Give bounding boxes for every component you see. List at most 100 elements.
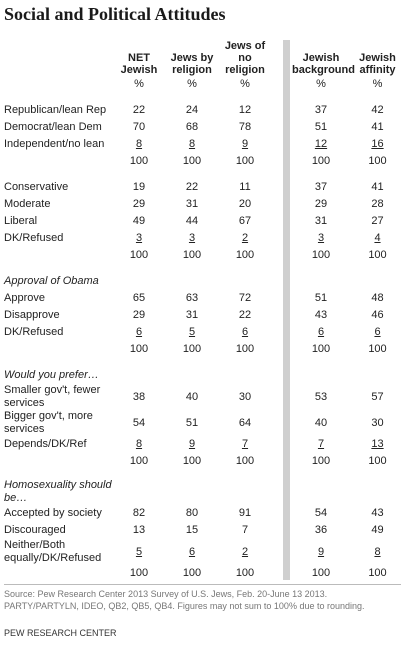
total-row: 100 100 100 100 100 — [4, 453, 405, 470]
cell-value: 2 — [241, 232, 249, 244]
rule — [4, 584, 401, 585]
unit: % — [187, 78, 197, 90]
cell-value: 8 — [188, 138, 196, 150]
cell-value: 29 — [132, 198, 146, 210]
cell-value: 43 — [371, 507, 384, 519]
total-value: 100 — [129, 155, 149, 167]
unit: % — [240, 78, 250, 90]
total-value: 100 — [235, 249, 255, 261]
table: NET Jewish Jews by religion Jews of no rel… — [4, 40, 405, 582]
total-value: 100 — [368, 455, 387, 467]
row-label: Disapprove — [4, 309, 60, 321]
section-heading: Homosexuality should be… — [4, 479, 112, 504]
table-row: Depends/DK/Ref 8 9 7 7 13 — [4, 436, 405, 453]
total-value: 100 — [129, 455, 149, 467]
cell-value: 37 — [314, 181, 328, 193]
cell-value: 3 — [317, 232, 325, 244]
row-label: Liberal — [4, 215, 38, 227]
cell-value: 48 — [371, 292, 384, 304]
cell-value: 72 — [238, 292, 252, 304]
cell-value: 54 — [132, 416, 146, 429]
table-row: Bigger gov't, more services 54 51 64 40 30 — [4, 410, 405, 436]
cell-value: 5 — [188, 326, 196, 338]
cell-value: 7 — [241, 438, 249, 450]
table-row: Moderate 29 31 20 29 28 — [4, 196, 405, 213]
cell-value: 30 — [371, 416, 384, 429]
header-row: NET Jewish Jews by religion Jews of no rel… — [4, 40, 405, 76]
cell-value: 43 — [314, 309, 328, 321]
cell-value: 51 — [314, 292, 328, 304]
table-row: DK/Refused 6 5 6 6 6 — [4, 324, 405, 341]
table-row: Smaller gov't, fewer services 38 40 30 53 57 — [4, 384, 405, 410]
cell-value: 36 — [314, 524, 328, 536]
total-row: 100 100 100 100 100 — [4, 247, 405, 264]
cell-value: 80 — [185, 507, 199, 519]
section: Approval of Obama Approve 65 63 72 51 48 Disapp… — [4, 273, 405, 358]
section: Republican/lean Rep 22 24 12 37 42 Democrat/le… — [4, 102, 405, 170]
total-value: 100 — [182, 155, 202, 167]
table-row: Disapprove 29 31 22 43 46 — [4, 307, 405, 324]
cell-value: 38 — [132, 390, 146, 403]
row-label: Democrat/lean Dem — [4, 121, 102, 133]
cell-value: 7 — [317, 438, 325, 450]
table-row: Approve 65 63 72 51 48 — [4, 290, 405, 307]
table-row: Independent/no lean 8 8 9 12 16 — [4, 136, 405, 153]
cell-value: 6 — [188, 545, 196, 558]
cell-value: 57 — [371, 390, 384, 403]
table-row: Conservative 19 22 11 37 41 — [4, 179, 405, 196]
cell-value: 31 — [314, 215, 328, 227]
cell-value: 15 — [185, 524, 199, 536]
cell-value: 5 — [135, 545, 143, 558]
cell-value: 13 — [371, 438, 384, 450]
cell-value: 22 — [238, 309, 252, 321]
column-header: Jews by religion — [170, 52, 214, 76]
cell-value: 30 — [238, 390, 252, 403]
cell-value: 54 — [314, 507, 328, 519]
total-value: 100 — [182, 455, 202, 467]
cell-value: 24 — [185, 104, 199, 116]
total-value: 100 — [311, 249, 331, 261]
cell-value: 6 — [374, 326, 381, 338]
total-row: 100 100 100 100 100 — [4, 153, 405, 170]
cell-value: 16 — [371, 138, 384, 150]
unit: % — [134, 78, 144, 90]
title: Social and Political Attitudes — [4, 4, 226, 24]
cell-value: 4 — [374, 232, 381, 244]
row-label: Discouraged — [4, 524, 66, 536]
cell-value: 7 — [241, 524, 249, 536]
cell-value: 31 — [185, 198, 199, 210]
cell-value: 12 — [314, 138, 328, 150]
cell-value: 12 — [238, 104, 252, 116]
row-label: Independent/no lean — [4, 138, 105, 150]
cell-value: 46 — [371, 309, 384, 321]
row-label: Smaller gov't, fewer services — [4, 384, 101, 409]
total-value: 100 — [182, 249, 202, 261]
cell-value: 49 — [132, 215, 146, 227]
cell-value: 29 — [132, 309, 146, 321]
cell-value: 68 — [185, 121, 199, 133]
total-value: 100 — [311, 155, 331, 167]
cell-value: 11 — [239, 181, 251, 193]
unit: % — [316, 78, 326, 90]
cell-value: 6 — [317, 326, 325, 338]
cell-value: 42 — [371, 104, 384, 116]
cell-value: 31 — [185, 309, 199, 321]
row-label: Accepted by society — [4, 507, 102, 519]
cell-value: 63 — [185, 292, 199, 304]
row-label: DK/Refused — [4, 326, 64, 338]
total-value: 100 — [368, 249, 387, 261]
total-value: 100 — [368, 343, 387, 355]
total-value: 100 — [311, 567, 331, 579]
column-header: Jewish affinity — [359, 52, 396, 76]
total-value: 100 — [182, 567, 202, 579]
row-label: Conservative — [4, 181, 69, 193]
total-value: 100 — [235, 343, 255, 355]
cell-value: 40 — [185, 390, 199, 403]
row-label: Depends/DK/Ref — [4, 438, 87, 450]
total-value: 100 — [235, 567, 255, 579]
total-row: 100 100 100 100 100 — [4, 341, 405, 358]
cell-value: 51 — [185, 416, 199, 429]
cell-value: 20 — [238, 198, 252, 210]
total-value: 100 — [182, 343, 202, 355]
